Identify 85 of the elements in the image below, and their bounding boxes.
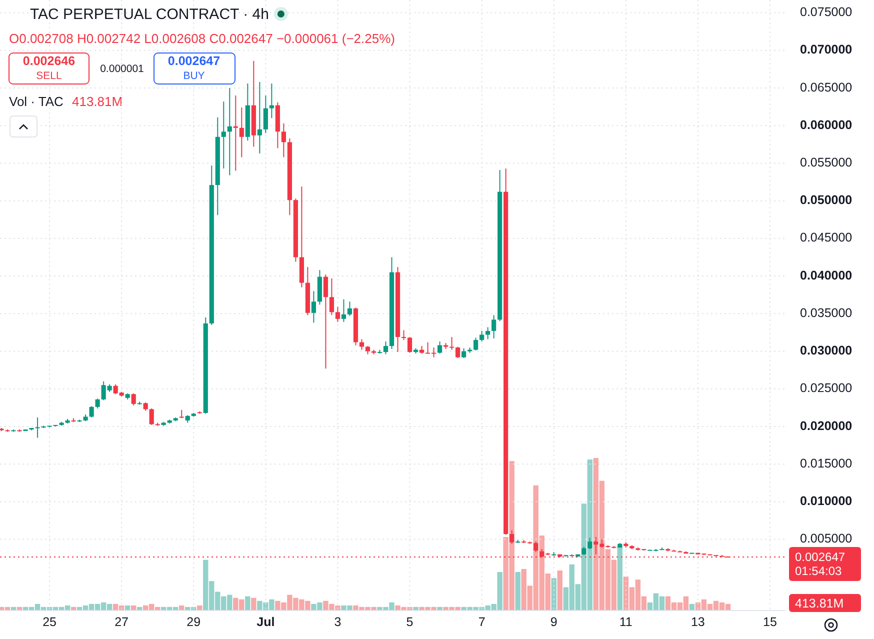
x-tick-label: 15 [763,615,777,629]
candlestick [221,101,226,169]
bar [16,606,22,610]
candlestick [89,406,94,418]
bar [130,605,136,610]
x-tick-label: 5 [406,615,414,629]
bar [689,604,695,610]
x-tick-label: 13 [690,615,705,629]
bar [10,606,16,610]
bar [179,605,184,610]
y-tick-label: 0.070000 [800,42,852,57]
bar [437,606,442,610]
candlestick [257,81,262,154]
bar [617,546,622,610]
x-tick-label: 7 [478,615,486,629]
x-tick-label: Jul [256,615,275,629]
candlestick [455,346,460,359]
x-tick-label: 3 [334,615,342,629]
bar [413,606,418,610]
candlestick [486,326,490,340]
bar [245,596,250,610]
candlestick [437,340,442,354]
y-tick-label: 0.060000 [800,118,852,132]
annotation: 0.002647 [168,54,220,68]
x-tick-label: 25 [42,615,57,629]
candlestick [588,537,592,550]
candlestick [335,306,340,322]
annotation: SELL [36,70,62,82]
x-tick-label: 29 [186,615,201,629]
y-tick-label: 0.005000 [800,532,852,546]
candlestick [311,290,316,324]
candlestick [329,278,334,316]
x-tick-label: 9 [550,615,558,629]
bar [557,570,562,610]
bar [124,605,130,610]
annotation: 413.81M [72,94,123,109]
candlestick [131,392,136,406]
y-tick-label: 0.015000 [800,456,852,470]
candlestick [480,330,484,342]
bar [515,572,520,610]
annotation: Vol · TAC [9,94,64,109]
y-tick-label: 0.020000 [800,418,852,433]
y-tick-label: 0.035000 [800,306,852,320]
candlestick [233,95,238,172]
y-tick-label: 0.045000 [800,230,852,245]
bar [551,578,556,610]
y-tick-label: 0.075000 [800,5,852,20]
candlestick [461,348,466,359]
candlestick [95,398,100,409]
candlestick [359,338,364,350]
y-tick-label: 0.040000 [800,268,852,282]
text: 413.81M [795,596,844,610]
candlestick [449,336,454,350]
candlestick [341,298,346,322]
y-tick-label: 0.065000 [800,80,852,94]
chart-title: TAC PERPETUAL CONTRACT · 4h [30,6,269,23]
y-tick-label: 0.050000 [800,193,852,208]
candlestick [383,340,388,355]
candlestick [269,82,274,119]
text: 01:54:03 [795,564,842,578]
bar [251,598,256,610]
annotation: BUY [183,70,205,82]
y-tick-label: 0.055000 [800,156,852,170]
candlestick [281,122,286,158]
y-tick-label: 0.030000 [800,344,852,358]
candlestick [239,107,244,158]
bar [70,606,76,610]
candlestick [474,337,478,352]
candlestick [227,88,232,176]
ref-line-label: 0.002647 [795,550,846,564]
candlestick [323,274,328,370]
text: O0.002708 H0.002742 L0.002608 C0.002647 −0.000061 (−2.25%) [9,31,395,46]
candlestick [510,530,514,544]
bar [197,605,202,610]
x-tick-label: 11 [619,615,632,629]
candlestick [263,95,268,134]
annotation: 0.002646 [22,54,76,68]
candlestick [347,301,352,316]
candlestick [149,408,154,426]
annotation: 0.000001 [100,63,144,75]
y-tick-label: 0.025000 [800,381,852,396]
y-tick-label: 0.010000 [800,494,852,508]
bar [136,606,142,610]
candlestick [492,314,496,339]
x-tick-label: 27 [114,615,129,629]
